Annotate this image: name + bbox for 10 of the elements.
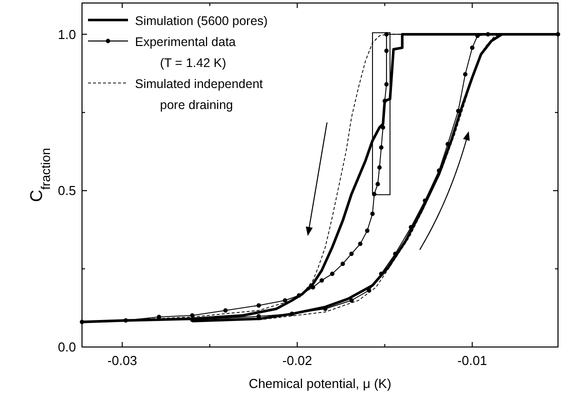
y-tick-label: 0.0 (58, 340, 76, 354)
y-tick-label: 1.0 (58, 26, 76, 42)
x-tick-label: -0.03 (107, 353, 138, 368)
legend-label: Simulated independent pore draining (135, 77, 264, 112)
y-tick-label: 0.5 (58, 183, 76, 198)
x-tick-label: -0.02 (282, 353, 312, 368)
legend-label: Simulation (5600 pores) (135, 14, 268, 28)
x-tick-label: -0.01 (457, 353, 488, 368)
legend-label: Experimental data (T = 1.42 K) (135, 35, 236, 70)
x-axis-title: Chemical potential, μ (K) (248, 376, 392, 391)
